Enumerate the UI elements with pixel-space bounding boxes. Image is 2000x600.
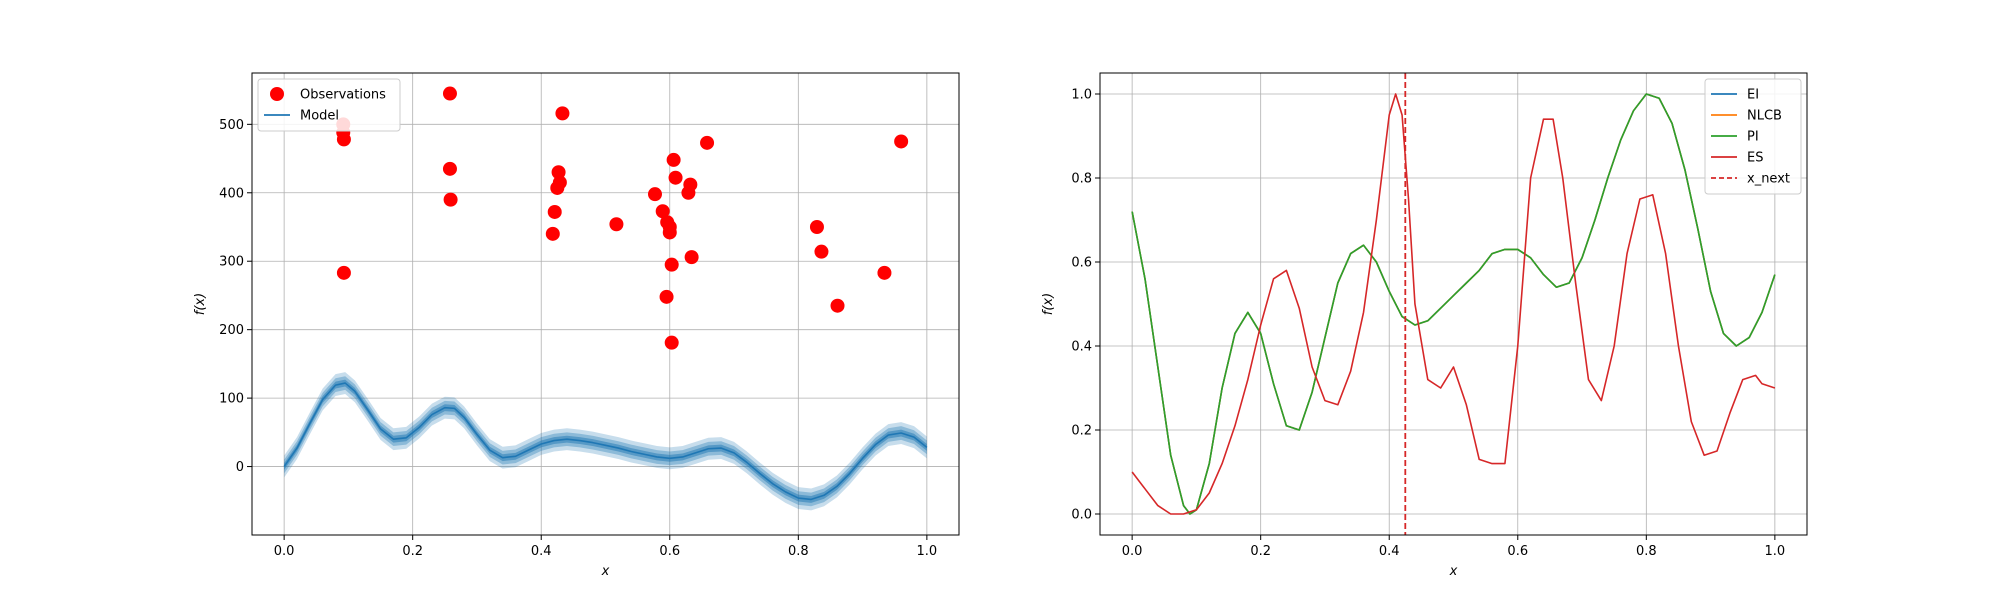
series-line-ei xyxy=(1131,93,1776,515)
x-tick-label: 0.4 xyxy=(1379,544,1400,559)
observation-point xyxy=(442,161,457,176)
y-tick-label: 400 xyxy=(219,186,244,201)
y-tick-label: 300 xyxy=(219,255,244,270)
axes-frame xyxy=(1099,72,1808,536)
observation-point xyxy=(336,265,351,280)
observation-point xyxy=(609,217,624,232)
observation-point xyxy=(684,250,699,265)
legend: EI NLCB PI ES x_next xyxy=(1704,78,1802,195)
observation-point xyxy=(683,177,698,192)
observation-point xyxy=(659,289,674,304)
legend-entry: EI xyxy=(1711,88,1759,103)
y-tick-label: 0.2 xyxy=(1071,424,1092,439)
y-axis-label: f(x) xyxy=(193,293,208,315)
observation-point xyxy=(442,86,457,101)
legend-entry: Observations xyxy=(270,87,386,103)
observation-point xyxy=(809,220,824,234)
observation-point xyxy=(894,134,909,149)
observation-point xyxy=(547,204,562,219)
observation-point xyxy=(668,170,683,185)
legend-entry: Model xyxy=(264,109,339,124)
y-tick-label: 0 xyxy=(236,460,244,475)
ticks: 0.0 0.2 0.4 0.6 0.8 1.0 0 100 200 300 400 500 xyxy=(219,118,937,559)
y-axis-label: f(x) xyxy=(1041,293,1056,315)
observation-point xyxy=(814,244,829,259)
observation-point xyxy=(545,226,560,241)
legend-label: ES xyxy=(1747,151,1763,166)
x-tick-label: 0.6 xyxy=(1507,544,1528,559)
uncertainty-band xyxy=(284,376,927,507)
model-uncertainty-bands xyxy=(284,372,927,511)
x-tick-label: 0.8 xyxy=(788,544,809,559)
x-tick-label: 0.2 xyxy=(1250,544,1271,559)
y-tick-label: 200 xyxy=(219,323,244,338)
x-tick-label: 1.0 xyxy=(1765,544,1786,559)
x-tick-label: 0.0 xyxy=(274,544,295,559)
legend-entry: x_next xyxy=(1711,172,1790,187)
series-line-es xyxy=(1131,93,1776,515)
series-observations xyxy=(336,86,909,350)
legend-box xyxy=(1704,78,1802,195)
y-tick-label: 0.6 xyxy=(1071,256,1092,271)
y-tick-label: 0.8 xyxy=(1071,172,1092,187)
plot-area xyxy=(1131,73,1776,535)
observation-point xyxy=(552,175,567,190)
series-line-model xyxy=(283,382,928,501)
observation-point xyxy=(551,165,566,180)
legend-entry: ES xyxy=(1711,151,1763,166)
observation-point xyxy=(555,106,570,121)
legend-box xyxy=(257,78,401,132)
x-tick-label: 1.0 xyxy=(917,544,938,559)
observation-point xyxy=(877,265,892,280)
chart-right-acquisition: 0.0 0.2 0.4 0.6 0.8 1.0 0.0 0.2 0.4 0.6 0.8 1.0 x f(x… xyxy=(1041,72,1808,579)
chart-left-model: 0.0 0.2 0.4 0.6 0.8 1.0 0 100 200 300 400 500 x f(x) O… xyxy=(193,72,960,579)
legend-label: Model xyxy=(300,109,339,124)
ticks: 0.0 0.2 0.4 0.6 0.8 1.0 0.0 0.2 0.4 0.6 0.8 1.0 xyxy=(1071,88,1785,560)
uncertainty-band xyxy=(284,379,927,503)
observation-point xyxy=(662,220,677,234)
plot-area xyxy=(283,86,928,511)
series-line-nlcb xyxy=(1131,93,1776,515)
legend-entry: PI xyxy=(1711,130,1759,145)
legend-label: PI xyxy=(1747,130,1759,145)
legend: Observations Model xyxy=(257,78,401,132)
observation-point xyxy=(655,204,670,219)
x-axis-label: x xyxy=(1449,564,1458,579)
observation-point xyxy=(443,192,458,207)
y-tick-label: 500 xyxy=(219,118,244,133)
legend-entry: NLCB xyxy=(1711,109,1782,124)
observation-point xyxy=(664,335,679,350)
axes-frame xyxy=(251,72,960,536)
x-tick-label: 0.6 xyxy=(659,544,680,559)
y-tick-label: 0.4 xyxy=(1071,340,1092,355)
y-tick-label: 100 xyxy=(219,392,244,407)
y-tick-label: 1.0 xyxy=(1071,88,1092,103)
x-axis-label: x xyxy=(601,564,610,579)
legend-label: Observations xyxy=(300,88,386,103)
observation-point xyxy=(664,257,679,272)
x-tick-label: 0.4 xyxy=(531,544,552,559)
grid xyxy=(1100,73,1807,535)
observation-point xyxy=(830,298,845,313)
legend-label: NLCB xyxy=(1747,109,1782,124)
legend-label: EI xyxy=(1747,88,1759,103)
x-tick-label: 0.0 xyxy=(1122,544,1143,559)
observation-point xyxy=(647,187,662,202)
legend-marker xyxy=(270,87,284,101)
observation-point xyxy=(666,152,681,167)
observation-point xyxy=(336,132,351,147)
legend-label: x_next xyxy=(1747,172,1790,187)
x-tick-label: 0.2 xyxy=(402,544,423,559)
y-tick-label: 0.0 xyxy=(1071,508,1092,523)
x-tick-label: 0.8 xyxy=(1636,544,1657,559)
series-line-pi xyxy=(1131,93,1776,515)
observation-point xyxy=(700,135,715,150)
